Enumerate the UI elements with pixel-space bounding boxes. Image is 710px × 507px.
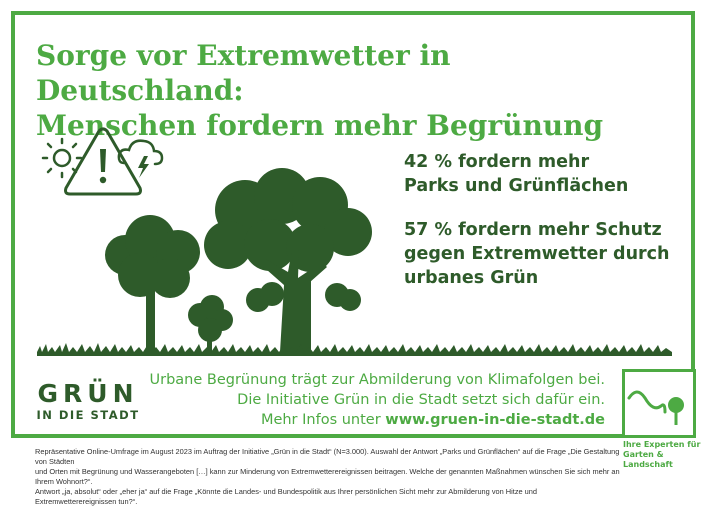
gruen-in-die-stadt-logo: GRÜN IN DIE STADT — [36, 379, 140, 423]
stat-line: gegen Extremwetter durch — [404, 244, 670, 264]
headline: Sorge vor Extremwetter in Deutschland: M… — [36, 38, 656, 143]
stat-line: 57 % fordern mehr Schutz — [404, 220, 662, 240]
tree-illustration — [37, 168, 672, 356]
page-frame — [11, 11, 695, 438]
experten-caption: Ihre Experten für Garten & Landschaft — [623, 440, 703, 470]
headline-line-1: Sorge vor Extremwetter in Deutschland: — [36, 39, 451, 107]
stat-schutz: 57 % fordern mehr Schutz gegen Extremwet… — [404, 218, 694, 290]
stat-parks: 42 % fordern mehr Parks und Grünflächen — [404, 150, 694, 198]
info-text: Urbane Begrünung trägt zur Abmilderung v… — [150, 370, 606, 430]
footnote-line-2: und Orten mit Begrünung und Wasserangebo… — [35, 467, 620, 486]
stat-line: Parks und Grünflächen — [404, 176, 629, 196]
storm-cloud-icon — [117, 139, 164, 178]
footnote: Repräsentative Online-Umfrage im August … — [35, 447, 620, 507]
info-line-1: Urbane Begrünung trägt zur Abmilderung v… — [149, 372, 606, 388]
hedge-logo-icon — [627, 390, 684, 425]
warning-triangle-icon — [64, 127, 142, 196]
website-link[interactable]: www.gruen-in-die-stadt.de — [385, 412, 605, 428]
experten-logo — [622, 369, 696, 438]
stat-line: urbanes Grün — [404, 268, 539, 288]
caption-line-1: Ihre Experten für — [623, 440, 701, 449]
logo-sub: IN DIE STADT — [36, 408, 140, 422]
info-prefix: Mehr Infos unter — [260, 412, 386, 428]
info-line-3: Mehr Infos unter www.gruen-in-die-stadt.… — [150, 410, 605, 430]
logo-word: GRÜN — [37, 379, 139, 408]
caption-line-2: Garten & Landschaft — [623, 450, 673, 469]
headline-line-2: Menschen fordern mehr Begrünung — [36, 109, 604, 142]
footnote-line-3: Antwort „ja, absolut“ oder „eher ja“ auf… — [35, 487, 538, 506]
stats-block: 42 % fordern mehr Parks und Grünflächen … — [404, 150, 694, 290]
info-line-2: Die Initiative Grün in die Stadt setzt s… — [237, 392, 605, 408]
footnote-line-1: Repräsentative Online-Umfrage im August … — [35, 447, 620, 466]
stat-line: 42 % fordern mehr — [404, 152, 590, 172]
